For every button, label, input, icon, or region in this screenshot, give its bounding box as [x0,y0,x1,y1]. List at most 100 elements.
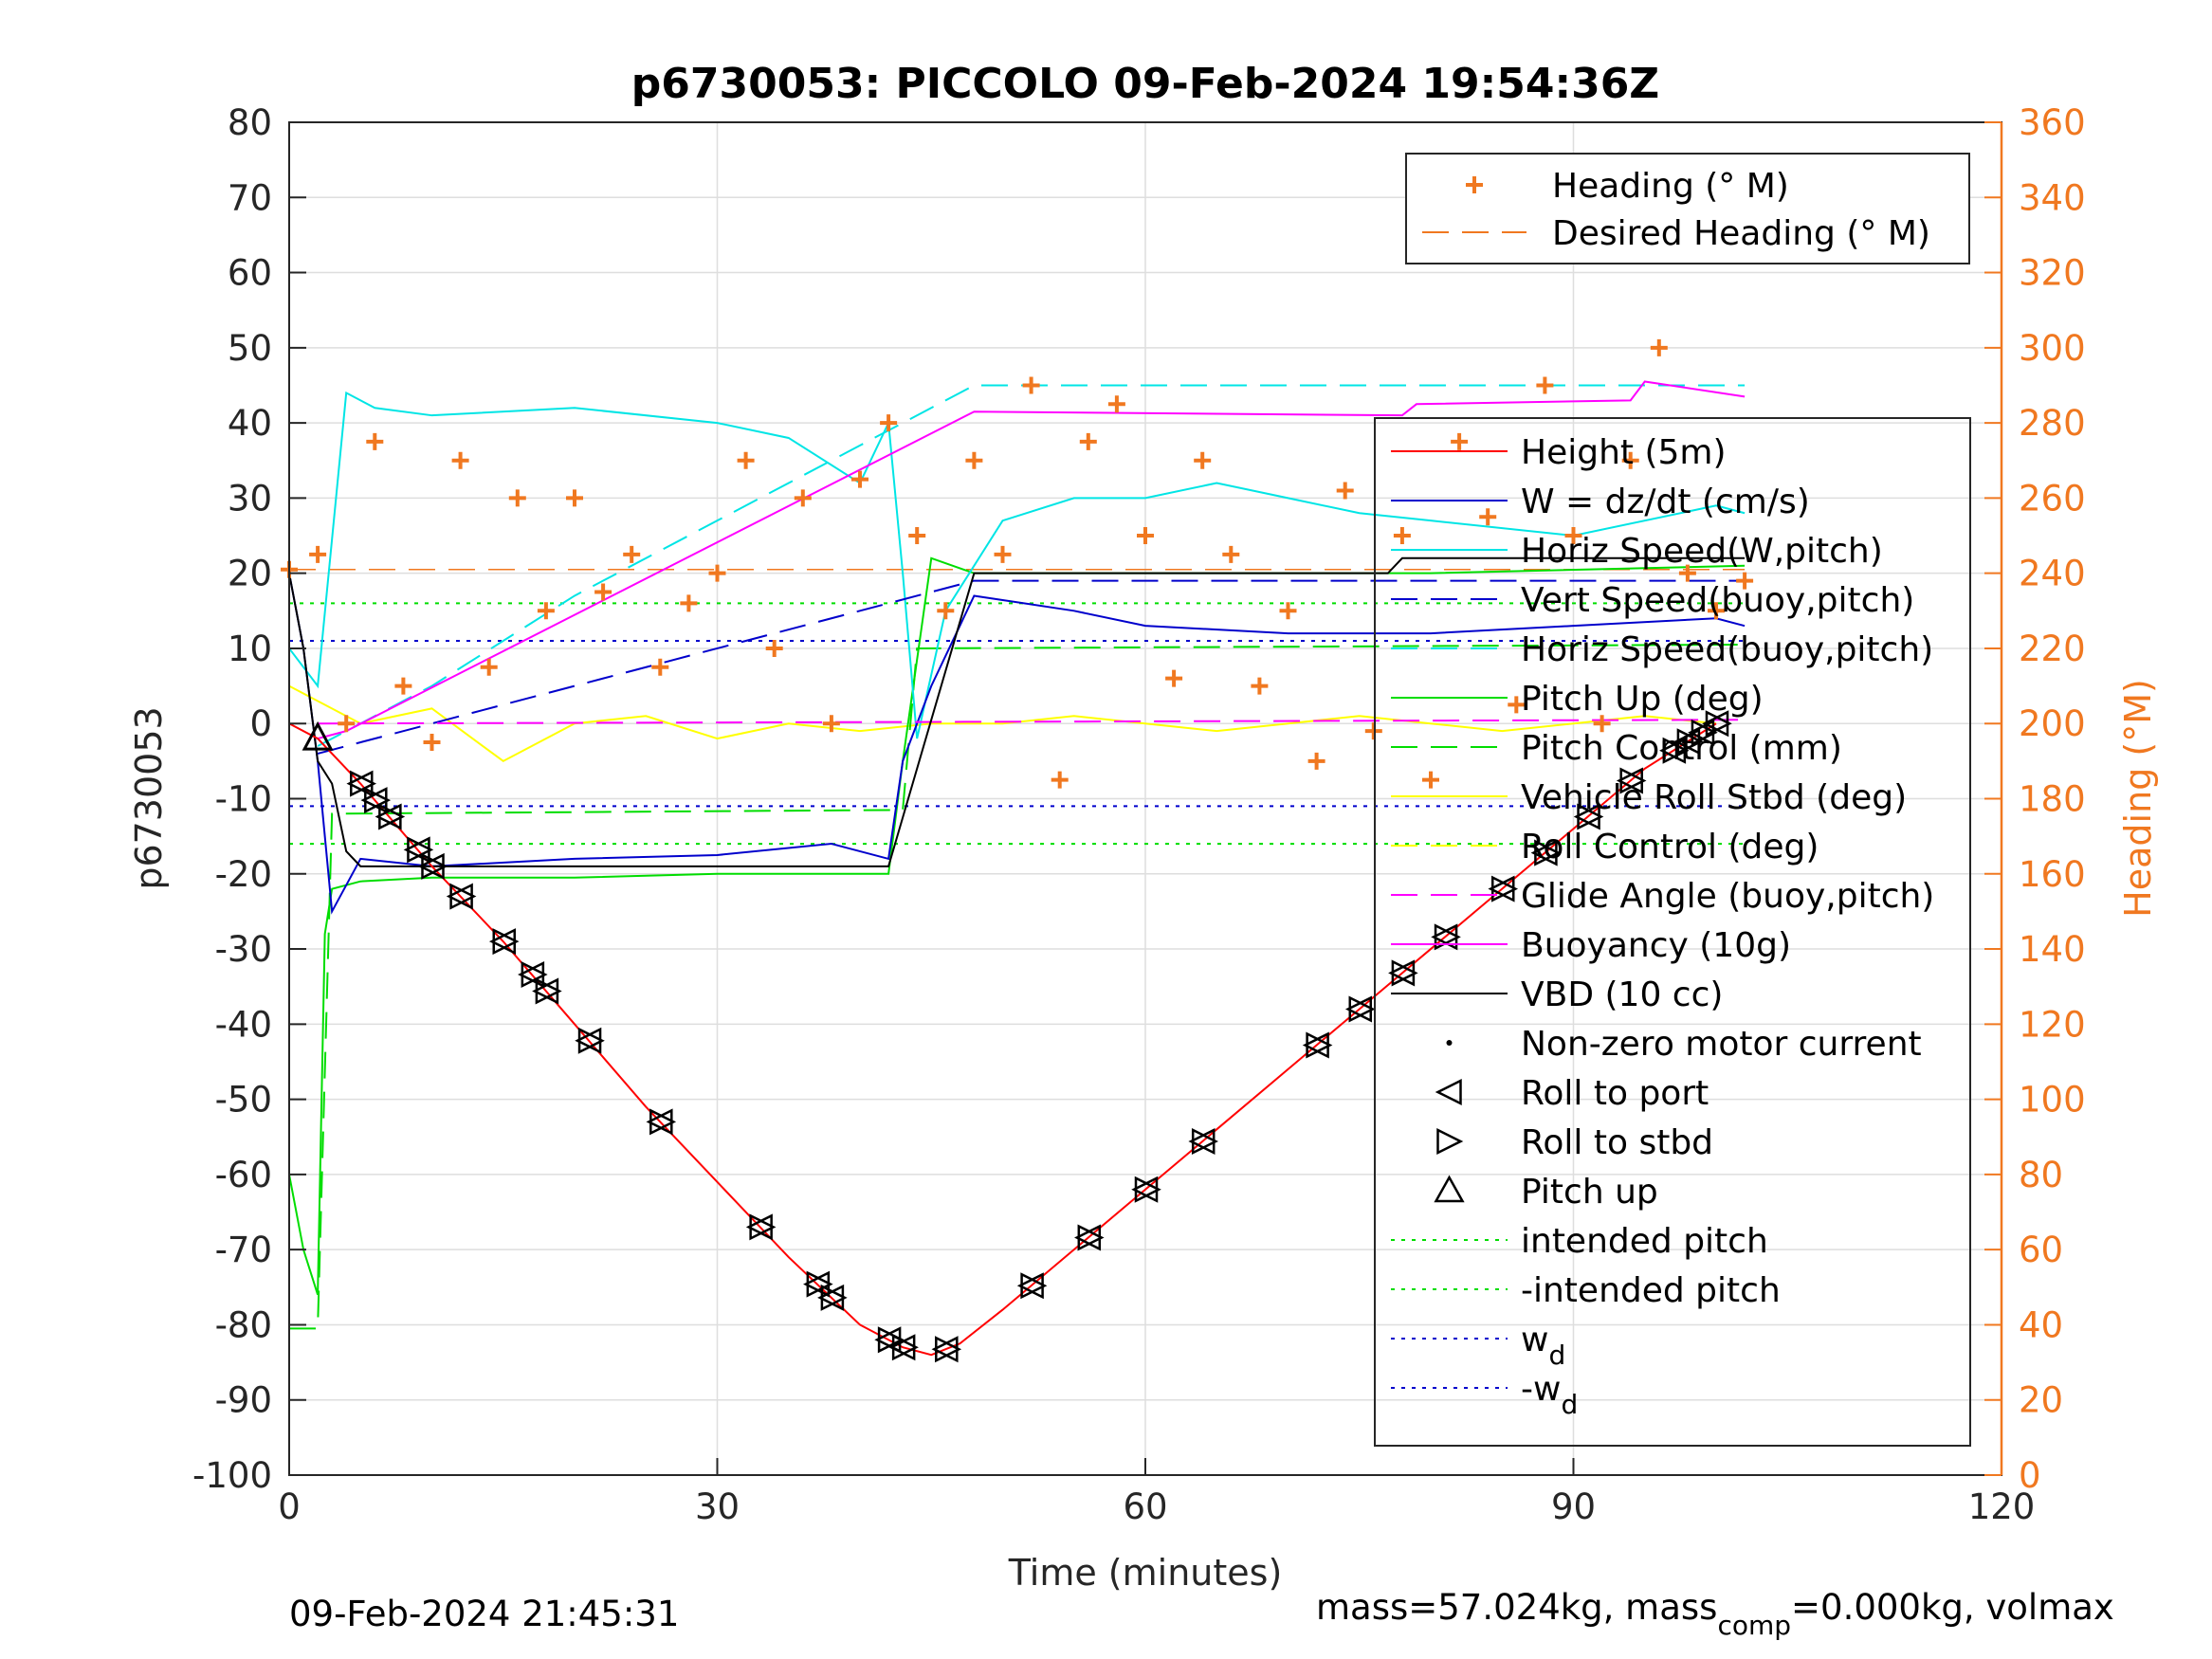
y2-tick-label: 280 [2019,403,2086,444]
roll-stbd-marker [1662,737,1690,764]
heading-point [451,451,469,469]
y2-tick-label: 60 [2019,1230,2063,1270]
y-tick-label: 10 [228,629,272,669]
heading-point [851,470,868,488]
roll-stbd-marker [1619,767,1647,794]
y-tick-label: -30 [215,929,272,970]
legend-label: Heading (° M) [1552,167,1789,206]
roll-stbd-marker [577,1027,605,1054]
heading-point [1564,527,1582,545]
legend-label: Pitch up [1521,1173,1658,1212]
heading-point [822,715,840,733]
heading-point [1051,771,1069,789]
horiz-speed-w-line [288,391,1746,739]
y-tick-label: -90 [215,1380,272,1421]
heading-point [480,658,498,676]
y-tick-label: -40 [215,1004,272,1045]
roll-stbd-marker [1020,1272,1048,1300]
roll-stbd-marker [1306,1031,1333,1059]
y-tick-label: -70 [215,1230,272,1270]
y2-tick-label: 360 [2019,102,2086,143]
footer-mass: mass=57.024kg, masscomp=0.000kg, volmax [1316,1587,2114,1641]
heading-point [680,594,698,612]
roll-stbd-marker [350,770,377,797]
y2-tick-label: 260 [2019,478,2086,519]
legend-label: Buoyancy (10g) [1521,926,1791,965]
heading-point [1650,338,1668,356]
y2-tick-label: 120 [2019,1004,2086,1045]
roll-stbd-marker [421,852,448,880]
heading-point [937,602,955,620]
legend-label: Desired Heading (° M) [1552,214,1930,253]
y-tick-label: 40 [228,403,272,444]
roll-stbd-marker [1491,875,1519,902]
heading-point [508,489,526,507]
y2-tick-label: 140 [2019,929,2086,970]
legend-label: intended pitch [1521,1222,1768,1261]
legend-main: Height (5m) W = dz/dt (cm/s) Horiz Speed(W… [1374,417,1971,1447]
heading-point [1621,451,1639,469]
vehicle-roll-line [288,684,1717,763]
y2-tick-label: 220 [2019,629,2086,669]
y-tick-label: -100 [192,1455,272,1496]
heading-point [1251,677,1269,695]
y2-tick-label: 0 [2019,1455,2041,1496]
y2-tick-label: 100 [2019,1080,2086,1121]
legend-label: Vehicle Roll Stbd (deg) [1521,778,1907,817]
roll-stbd-marker [749,1213,777,1241]
roll-stbd-marker [449,883,477,910]
legend-label: Pitch Up (deg) [1521,680,1764,719]
roll-stbd-marker [521,960,548,989]
legend-label: Pitch Control (mm) [1521,729,1842,768]
legend-swatch [1435,1078,1462,1106]
heading-point [994,545,1012,563]
heading-point [1137,527,1154,545]
y2-axis-label: Heading (°M) [2117,679,2159,918]
roll-stbd-marker [1577,803,1604,830]
heading-point [1222,545,1240,563]
legend-swatch [1436,1127,1464,1156]
legend-label: Horiz Speed(buoy,pitch) [1521,630,1933,669]
roll-stbd-marker [1134,1176,1161,1203]
heading-point [394,677,412,695]
y-tick-label: 20 [228,554,272,594]
y2-tick-label: 240 [2019,554,2086,594]
heading-point [1165,669,1183,687]
heading-point [594,583,612,601]
legend-heading-box [1405,153,1970,264]
legend-swatch [1434,1175,1465,1203]
roll-stbd-marker [1191,1127,1218,1156]
legend-swatch [1446,1040,1453,1046]
legend-label: Roll Control (deg) [1521,828,1819,866]
w-dzdt-line [288,573,1746,915]
roll-stbd-marker [1691,719,1718,746]
heading-point [1393,527,1411,545]
heading-point [1451,432,1469,450]
heading-point [1536,376,1554,394]
heading-point [965,451,983,469]
y2-tick-label: 200 [2019,703,2086,744]
pitch-up-marker [302,720,334,751]
x-tick-label: 60 [1123,1486,1167,1527]
y-tick-label: -60 [215,1155,272,1195]
heading-point [1678,564,1696,582]
legend-label: Glide Angle (buoy,pitch) [1521,877,1934,916]
y2-tick-label: 80 [2019,1155,2063,1195]
heading-point [1508,696,1526,714]
y-tick-label: -80 [215,1304,272,1345]
y-tick-label: -10 [215,779,272,820]
heading-point [1307,752,1325,770]
y-tick-label: -20 [215,854,272,895]
horiz-speed-buoy-line [317,384,1746,747]
heading-point [651,658,669,676]
heading-point [623,545,641,563]
heading-point [908,527,926,545]
data-series [281,338,1754,1363]
buoyancy-line [317,380,1746,740]
y-tick-label: 70 [228,177,272,218]
pitch-control-line [289,643,1746,1330]
heading-point [765,639,783,657]
y2-tick-label: 160 [2019,854,2086,895]
roll-stbd-marker [1534,839,1562,866]
